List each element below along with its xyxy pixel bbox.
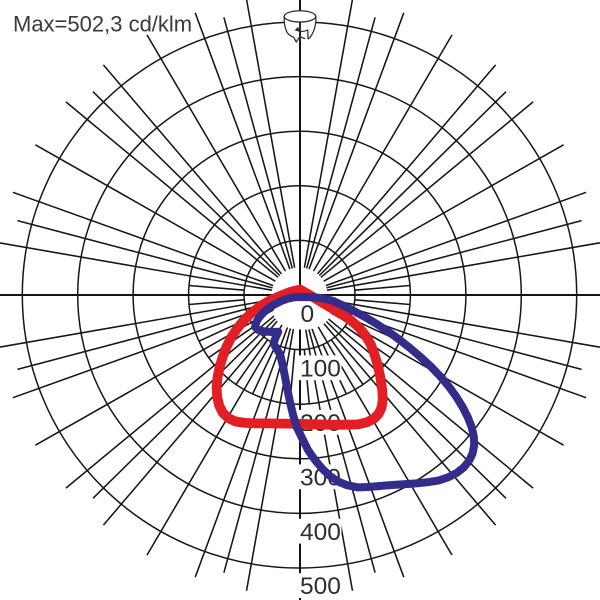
svg-text:100: 100: [300, 355, 341, 382]
svg-text:0: 0: [301, 301, 315, 328]
svg-text:Max=502,3 cd/klm: Max=502,3 cd/klm: [13, 11, 192, 36]
svg-text:500: 500: [300, 573, 341, 600]
svg-text:400: 400: [300, 519, 341, 546]
